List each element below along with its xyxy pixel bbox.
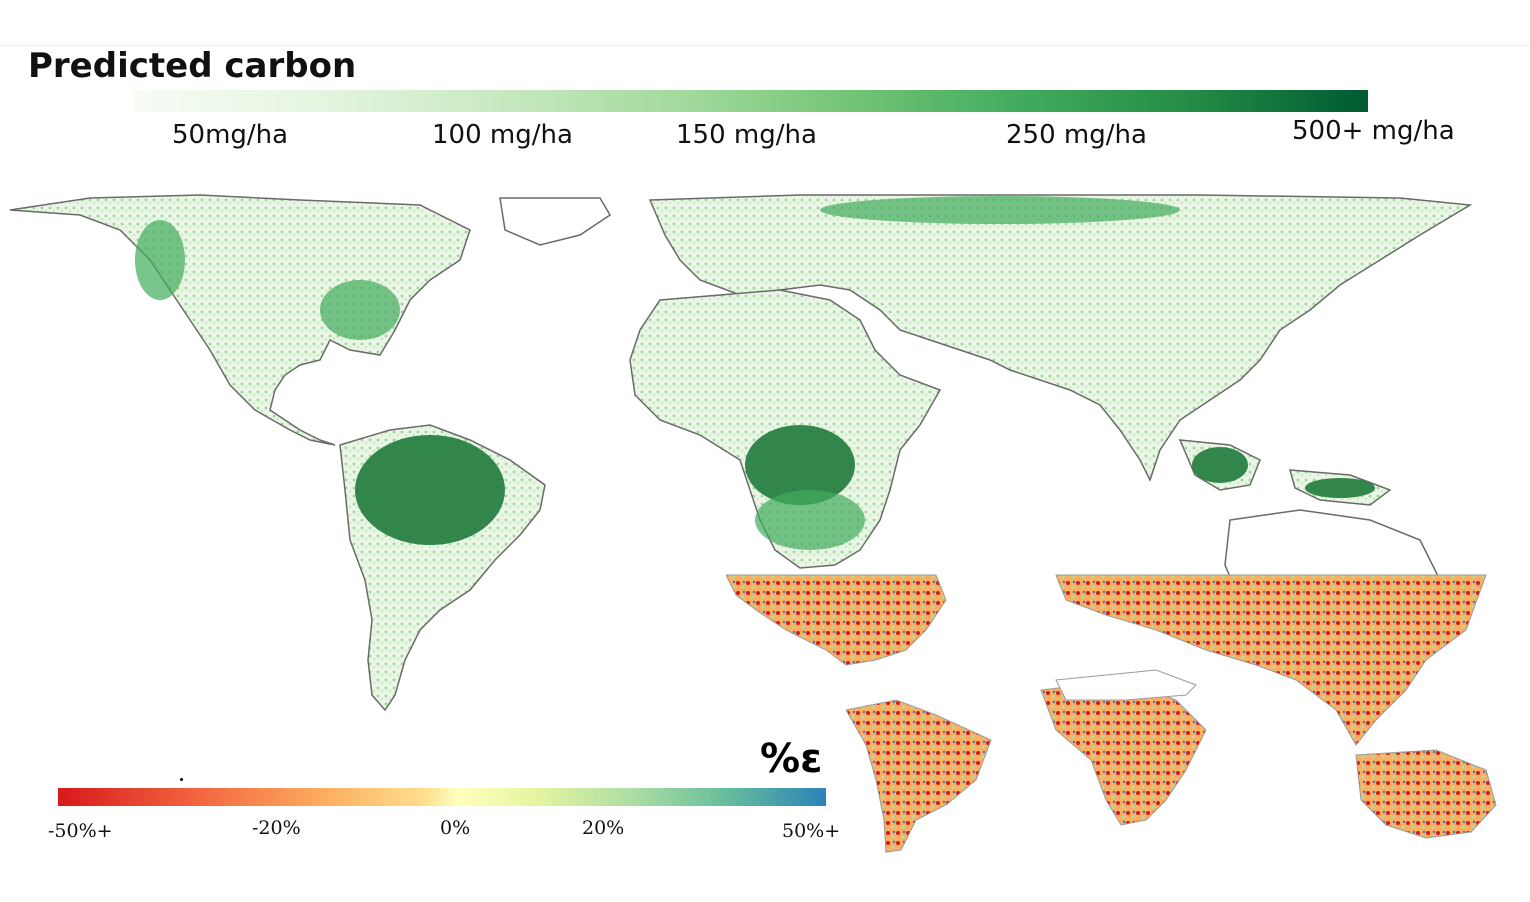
error-tick-0: 0% xyxy=(440,817,471,839)
amazon-forest-region xyxy=(355,435,505,545)
central-africa-forest-region xyxy=(755,490,865,550)
error-tick-minus50: -50%+ xyxy=(48,820,113,842)
boreal-forest-region xyxy=(820,196,1180,224)
carbon-tick-50: 50mg/ha xyxy=(172,120,289,150)
error-north-america xyxy=(726,574,947,666)
landmass-north-america xyxy=(9,194,471,446)
error-africa xyxy=(1040,679,1207,826)
percent-error-symbol: %ε xyxy=(760,736,823,782)
congo-forest-region xyxy=(745,425,855,505)
carbon-tick-250: 250 mg/ha xyxy=(1006,120,1147,150)
error-sahara xyxy=(1055,669,1197,701)
carbon-tick-150: 150 mg/ha xyxy=(676,120,817,150)
error-eurasia xyxy=(1055,574,1487,746)
error-colorbar xyxy=(58,788,826,806)
indonesia-forest-region xyxy=(1192,447,1248,483)
pacific-northwest-forest-region xyxy=(135,220,185,300)
map-title: Predicted carbon xyxy=(28,46,357,86)
error-tick-50: 50%+ xyxy=(782,820,841,842)
carbon-tick-100: 100 mg/ha xyxy=(432,120,573,150)
new-guinea-forest-region xyxy=(1305,478,1375,498)
error-tick-20: 20% xyxy=(582,817,625,839)
southeast-us-forest-region xyxy=(320,280,400,340)
error-south-america xyxy=(845,699,992,853)
percent-error-map xyxy=(726,574,1497,853)
error-tick-minus20: -20% xyxy=(252,817,301,839)
carbon-tick-500: 500+ mg/ha xyxy=(1292,116,1455,146)
landmass-eurasia xyxy=(648,194,1473,482)
landmass-greenland xyxy=(499,197,612,246)
carbon-colorbar xyxy=(134,90,1368,112)
stray-dot xyxy=(180,778,183,781)
header-divider xyxy=(0,45,1530,46)
error-australia xyxy=(1355,749,1497,839)
